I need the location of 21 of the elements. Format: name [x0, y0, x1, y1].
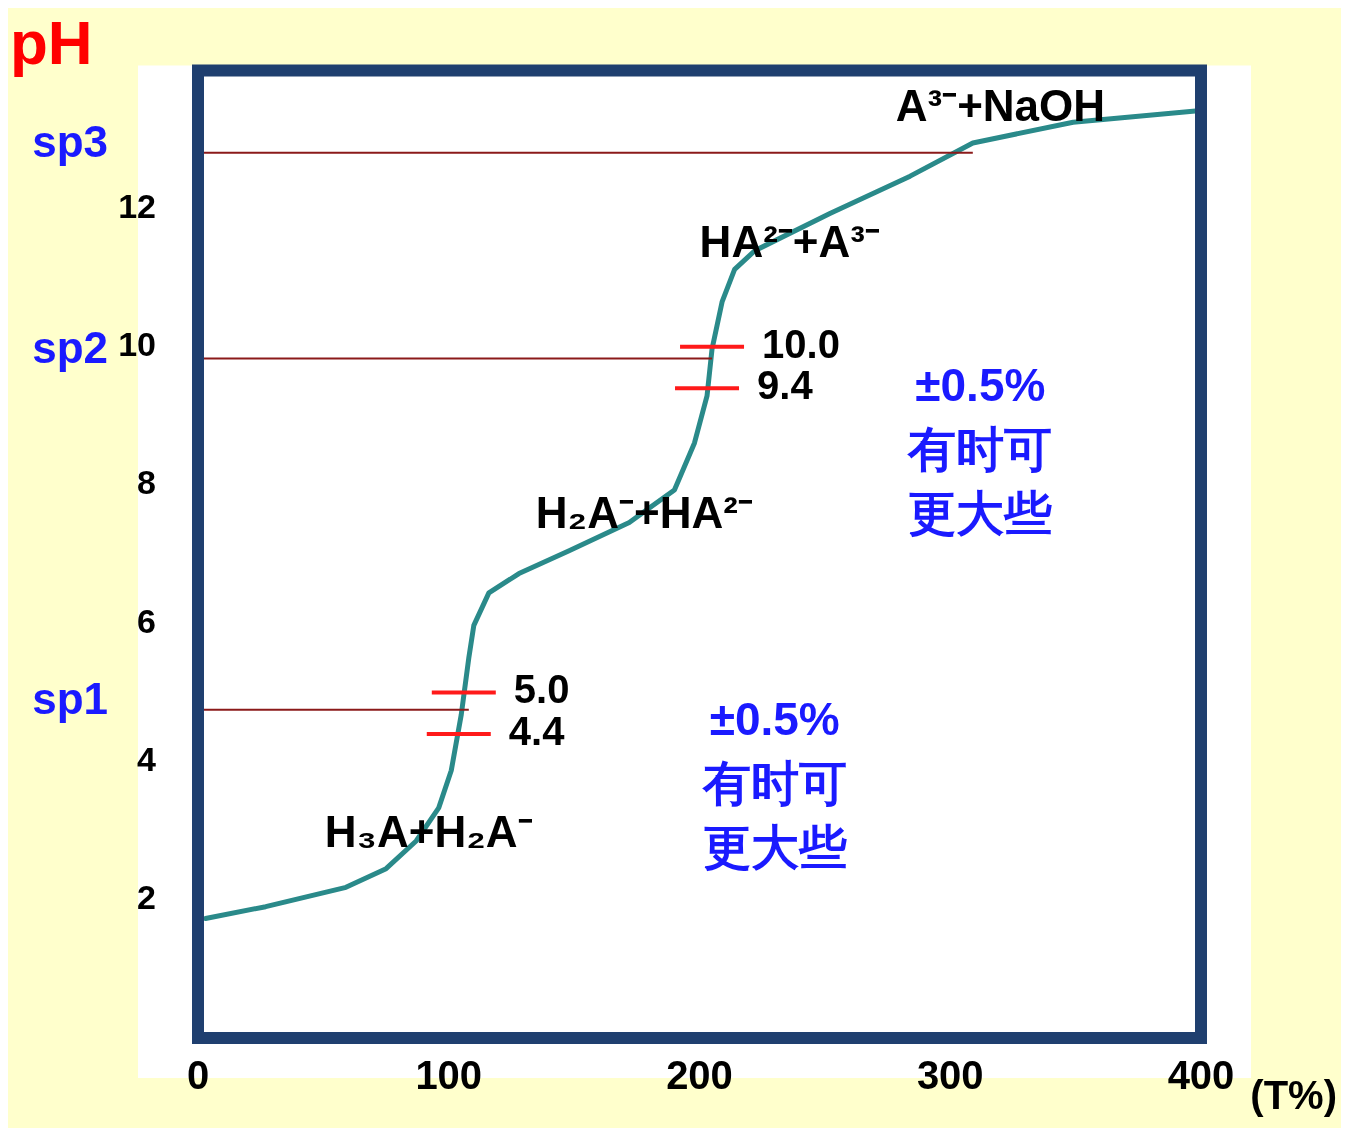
annotation: 9.4	[757, 363, 814, 408]
ref-line-label: sp1	[32, 673, 108, 723]
x-axis-title: (T%)	[1250, 1073, 1337, 1118]
y-tick-label: 2	[137, 878, 156, 917]
y-tick-label: 8	[137, 463, 156, 502]
annotation: ±0.5%有时可更大些	[701, 693, 847, 874]
annotation: ±0.5%有时可更大些	[907, 359, 1053, 540]
x-tick-label: 0	[186, 1053, 210, 1098]
y-tick-label: 4	[137, 739, 157, 778]
x-tick-label: 300	[916, 1053, 984, 1098]
x-tick-label: 400	[1167, 1053, 1235, 1098]
x-tick-label: 100	[415, 1053, 483, 1098]
ref-line-label: sp3	[32, 116, 108, 166]
y-tick-label: 10	[118, 325, 156, 364]
annotation: 10.0	[762, 321, 840, 366]
ref-line-label: sp2	[32, 322, 108, 372]
x-tick-label: 200	[666, 1053, 733, 1098]
y-tick-label: 12	[118, 187, 156, 225]
y-tick-label: 6	[137, 601, 156, 640]
y-axis-title: pH	[10, 8, 93, 78]
annotation: A³⁻+NaOH	[895, 81, 1106, 131]
